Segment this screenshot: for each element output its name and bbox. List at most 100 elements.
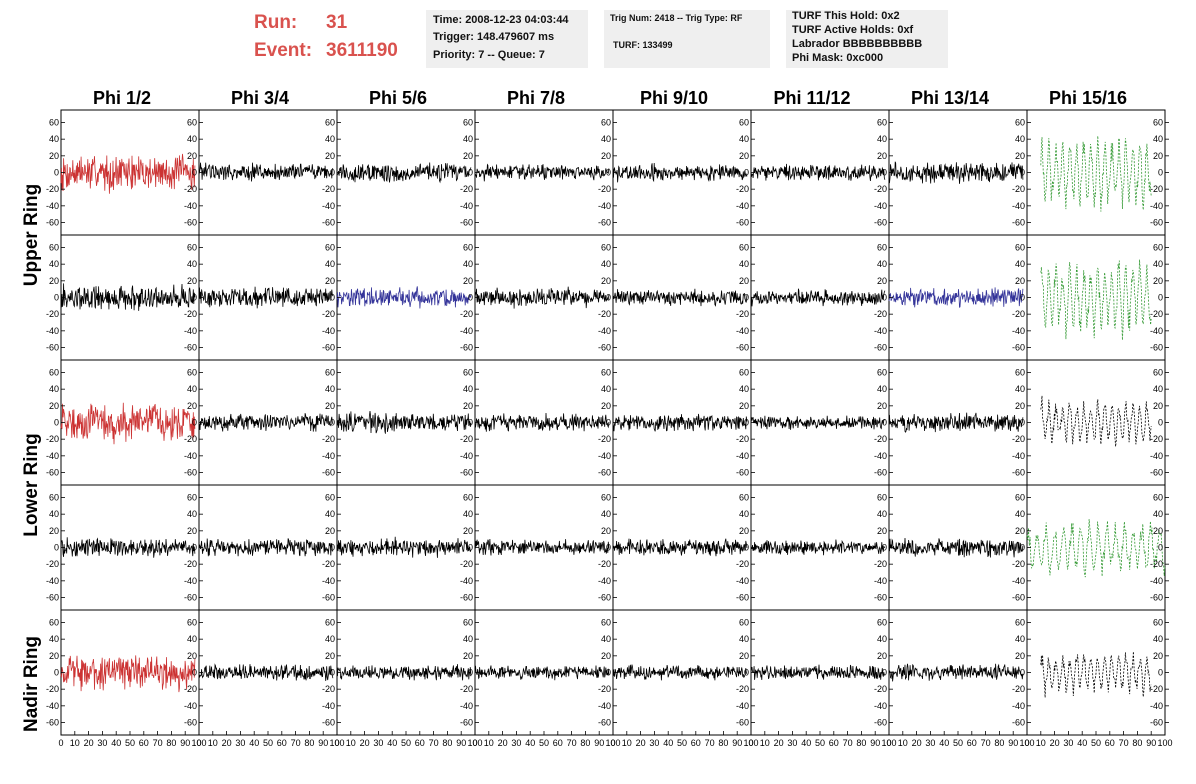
x-tick-label: 90 (1146, 738, 1156, 748)
x-tick-label: 70 (429, 738, 439, 748)
x-tick-label: 90 (870, 738, 880, 748)
x-tick-label: 20 (222, 738, 232, 748)
y-tick-label: 0 (192, 543, 197, 553)
waveform-trace (336, 411, 472, 434)
phi-label-11-12: Phi 11/12 (773, 88, 851, 108)
y-tick-label: 20 (49, 151, 59, 161)
y-tick-label: 20 (49, 651, 59, 661)
phi-mask-text: Phi Mask: 0xc000 (792, 52, 884, 64)
x-tick-label: 60 (1105, 738, 1115, 748)
y-tick-label: -60 (874, 218, 887, 228)
x-tick-label: 70 (291, 738, 301, 748)
y-tick-label: 40 (877, 134, 887, 144)
y-tick-label: 0 (330, 543, 335, 553)
x-tick-label: 40 (111, 738, 121, 748)
turf-text: TURF: 133499 (613, 40, 673, 50)
y-tick-label: 0 (606, 668, 611, 678)
y-tick-label: 20 (325, 276, 335, 286)
y-tick-label: -40 (1150, 701, 1163, 711)
waveform-trace (1040, 395, 1152, 447)
waveform-trace (888, 663, 1024, 682)
y-tick-label: 60 (1015, 118, 1025, 128)
y-tick-label: -20 (1150, 434, 1163, 444)
y-tick-label: -40 (598, 701, 611, 711)
y-tick-label: 40 (1015, 259, 1025, 269)
event-number: 3611190 (326, 40, 398, 61)
waveform-trace (474, 538, 610, 556)
y-tick-label: 40 (739, 509, 749, 519)
y-tick-label: -20 (874, 684, 887, 694)
y-tick-label: 40 (187, 384, 197, 394)
y-tick-label: -60 (736, 343, 749, 353)
y-tick-label: 40 (187, 634, 197, 644)
y-tick-label: -20 (322, 559, 335, 569)
y-tick-label: 0 (468, 543, 473, 553)
x-tick-label: 10 (898, 738, 908, 748)
y-tick-label: 0 (192, 418, 197, 428)
y-tick-label: 20 (1153, 151, 1163, 161)
y-tick-label: -60 (184, 718, 197, 728)
x-tick-label: 30 (373, 738, 383, 748)
y-tick-label: 20 (187, 651, 197, 661)
y-tick-label: -20 (1150, 684, 1163, 694)
y-tick-label: -20 (736, 559, 749, 569)
y-tick-label: 60 (463, 618, 473, 628)
y-tick-label: 60 (601, 618, 611, 628)
y-tick-label: 20 (463, 651, 473, 661)
y-tick-label: 20 (877, 651, 887, 661)
time-text: Time: 2008-12-23 04:03:44 (433, 14, 569, 26)
y-tick-label: -40 (874, 451, 887, 461)
x-tick-label: 50 (125, 738, 135, 748)
y-tick-label: -20 (874, 309, 887, 319)
y-tick-label: 20 (601, 151, 611, 161)
y-tick-label: 20 (1015, 526, 1025, 536)
x-tick-label: 90 (456, 738, 466, 748)
y-tick-label: -60 (460, 718, 473, 728)
y-tick-label: -60 (1012, 343, 1025, 353)
y-tick-label: -20 (1012, 184, 1025, 194)
x-tick-label: 80 (1132, 738, 1142, 748)
y-tick-label: -20 (598, 309, 611, 319)
x-tick-label: 60 (139, 738, 149, 748)
x-tick-label: 40 (1077, 738, 1087, 748)
y-tick-label: 60 (49, 118, 59, 128)
y-tick-label: 0 (1020, 293, 1025, 303)
x-tick-label: 50 (263, 738, 273, 748)
y-tick-label: 20 (325, 526, 335, 536)
y-tick-label: 60 (463, 368, 473, 378)
y-tick-label: -60 (184, 218, 197, 228)
waveform-trace (198, 538, 334, 557)
y-tick-label: 0 (882, 543, 887, 553)
trig-num-text: Trig Num: 2418 -- Trig Type: RF (610, 13, 743, 23)
y-tick-label: 60 (325, 368, 335, 378)
x-tick-label: 100 (1157, 738, 1172, 748)
y-tick-label: 0 (882, 418, 887, 428)
y-tick-label: -20 (46, 434, 59, 444)
y-tick-label: 20 (1153, 401, 1163, 411)
y-tick-label: 40 (739, 259, 749, 269)
y-tick-label: 20 (49, 401, 59, 411)
y-tick-label: -60 (460, 218, 473, 228)
x-tick-label: 20 (360, 738, 370, 748)
y-tick-label: -60 (1150, 593, 1163, 603)
y-tick-label: -20 (874, 184, 887, 194)
y-tick-label: 60 (187, 618, 197, 628)
y-tick-label: 20 (877, 526, 887, 536)
y-tick-label: 40 (187, 134, 197, 144)
y-tick-label: 0 (54, 668, 59, 678)
waveform-trace (336, 286, 472, 309)
y-tick-label: 40 (463, 509, 473, 519)
y-tick-label: -40 (46, 701, 59, 711)
y-tick-label: 20 (463, 151, 473, 161)
y-tick-label: 40 (739, 384, 749, 394)
y-tick-label: 60 (601, 118, 611, 128)
y-tick-label: -40 (736, 576, 749, 586)
y-tick-label: 20 (463, 401, 473, 411)
y-tick-label: -60 (736, 593, 749, 603)
y-tick-label: 20 (1015, 276, 1025, 286)
y-tick-label: -60 (598, 343, 611, 353)
y-tick-label: -60 (736, 468, 749, 478)
y-tick-label: 40 (49, 634, 59, 644)
x-tick-label: 20 (774, 738, 784, 748)
